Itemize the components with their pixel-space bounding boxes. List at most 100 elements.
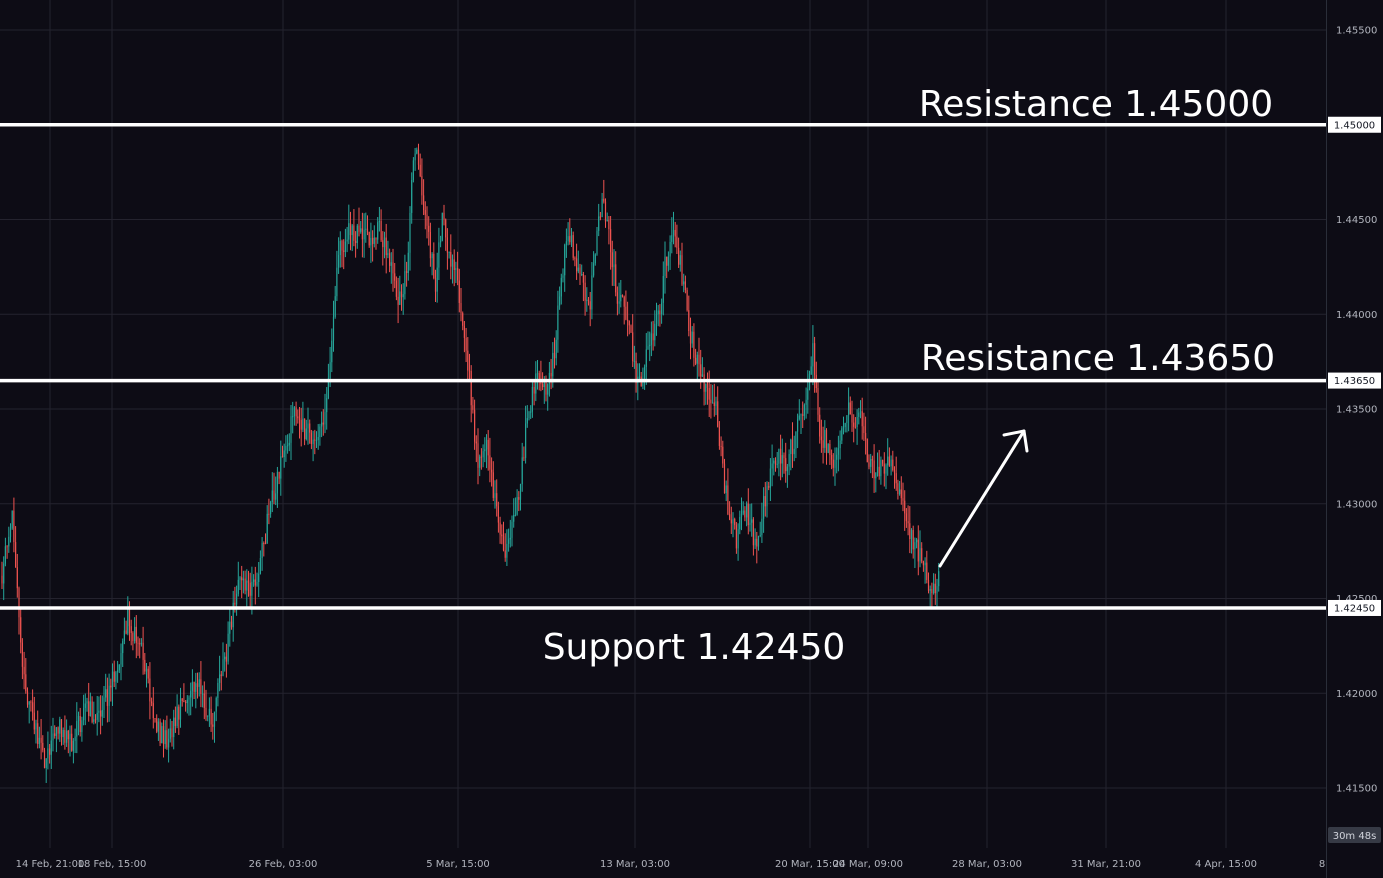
candle-body — [650, 333, 652, 345]
candle-body — [83, 707, 85, 721]
candle-body — [569, 236, 571, 243]
candle-body — [735, 525, 737, 549]
candle-body — [239, 577, 241, 580]
candle-body — [812, 343, 814, 367]
candle-body — [426, 214, 428, 226]
candle-body — [615, 264, 617, 293]
candle-body — [4, 546, 6, 564]
candle-body — [127, 607, 129, 634]
candle-body — [225, 656, 227, 662]
level-price-tag-text: 1.45000 — [1334, 120, 1375, 131]
candle-body — [213, 711, 216, 727]
candle-body — [662, 275, 664, 303]
candle-body — [395, 280, 397, 297]
y-tick-label: 1.43000 — [1336, 499, 1377, 510]
candle-body — [440, 240, 442, 243]
candle-body — [346, 239, 348, 242]
candle-body — [661, 302, 663, 315]
candle-body — [298, 418, 301, 420]
candle-body — [278, 471, 280, 479]
candle-body — [713, 402, 715, 406]
candle-body — [489, 455, 491, 470]
candle-body — [21, 642, 23, 667]
candle-body — [819, 414, 821, 437]
candle-body — [647, 346, 649, 350]
level-price-tag — [1328, 372, 1381, 389]
candle-body — [145, 668, 148, 672]
candle-body — [25, 674, 27, 692]
candle-body — [831, 454, 833, 460]
candle-body — [387, 253, 389, 256]
candle-body — [703, 374, 705, 392]
x-tick-label: 4 Apr, 15:00 — [1195, 859, 1257, 870]
candle-body — [208, 708, 210, 716]
candle-body — [769, 468, 771, 488]
candle-body — [219, 674, 221, 683]
candle-body — [649, 344, 651, 347]
candle-body — [276, 471, 278, 494]
candle-body — [880, 459, 882, 477]
candle-body — [514, 514, 516, 516]
candle-body — [706, 383, 709, 388]
candle-body — [74, 736, 76, 741]
candle-body — [162, 726, 165, 745]
candle-body — [902, 498, 904, 501]
candle-body — [242, 578, 244, 581]
candle-body — [526, 418, 528, 424]
candle-body — [419, 164, 421, 177]
candle-body — [446, 237, 448, 253]
candle-body — [94, 719, 97, 721]
candle-body — [139, 643, 141, 645]
candle-body — [45, 758, 47, 768]
candle-body — [742, 510, 744, 514]
candle-body — [477, 443, 479, 468]
candle-body — [625, 306, 627, 320]
candle-body — [329, 362, 331, 379]
candle-body — [59, 719, 61, 734]
candle-body — [832, 459, 834, 468]
candle-body — [378, 220, 380, 223]
candle-body — [178, 706, 180, 720]
candle-body — [783, 455, 785, 459]
candle-body — [545, 381, 547, 395]
candle-body — [827, 443, 829, 453]
candle-body — [300, 419, 302, 430]
candle-body — [679, 255, 681, 265]
candle-body — [785, 458, 787, 472]
candle-body — [434, 278, 437, 292]
x-tick-label: 14 Feb, 21:00 — [16, 859, 85, 870]
candle-body — [37, 723, 39, 744]
candle-body — [722, 446, 724, 464]
candle-body — [730, 519, 732, 524]
candle-body — [236, 593, 238, 605]
candle-body — [64, 729, 66, 743]
candle-body — [344, 241, 346, 252]
candle-body — [268, 513, 270, 515]
candle-body — [910, 530, 913, 540]
candle-body — [43, 750, 46, 768]
candle-body — [856, 416, 858, 428]
candle-body — [15, 542, 17, 568]
candle-body — [604, 201, 607, 222]
candle-body — [72, 740, 74, 751]
candle-body — [921, 548, 923, 562]
candle-body — [404, 271, 406, 295]
candle-body — [598, 216, 600, 231]
candle-body — [645, 349, 647, 367]
candle-body — [467, 350, 469, 371]
candle-body — [497, 506, 499, 523]
candle-body — [914, 542, 916, 550]
candle-body — [938, 571, 940, 587]
candle-body — [496, 493, 498, 507]
candle-body — [761, 518, 763, 536]
candle-body — [491, 469, 493, 473]
candle-body — [57, 727, 59, 734]
candle-body — [417, 149, 420, 165]
candle-body — [293, 407, 295, 417]
candle-body — [383, 237, 386, 248]
candle-body — [720, 445, 722, 447]
candle-body — [370, 238, 372, 246]
candle-body — [924, 562, 926, 566]
